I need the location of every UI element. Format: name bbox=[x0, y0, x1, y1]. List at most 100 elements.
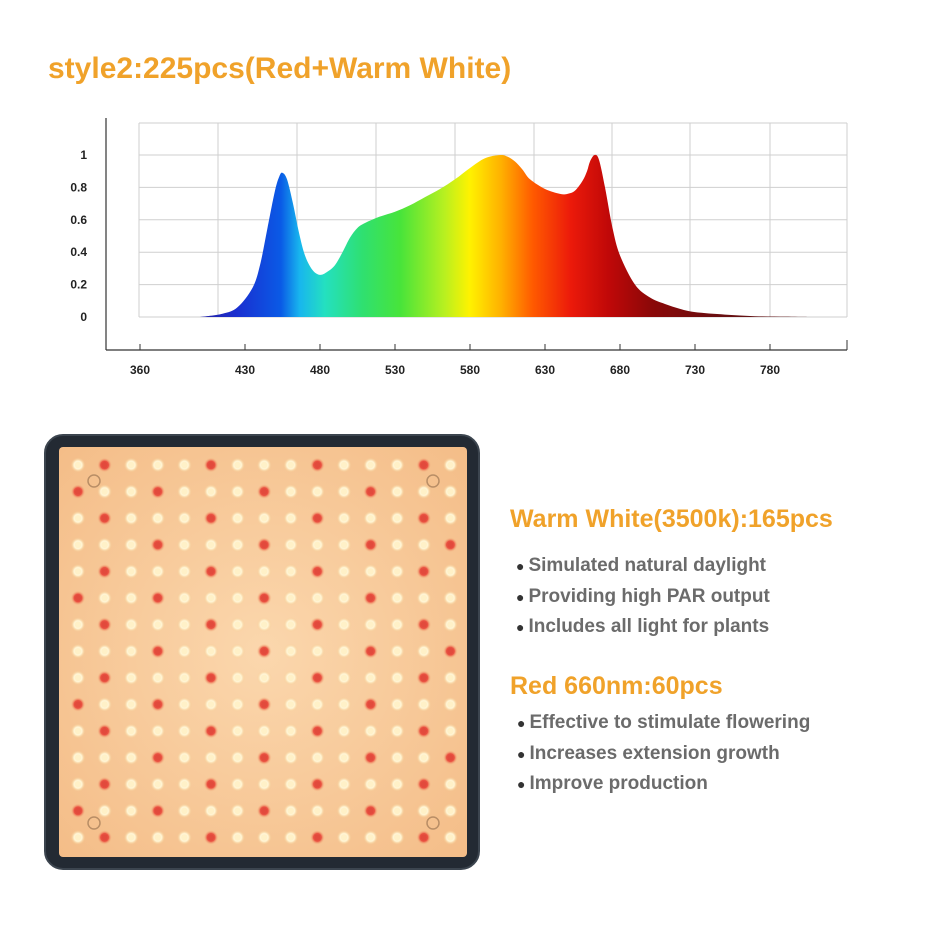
warm-white-led-core bbox=[181, 568, 188, 575]
warm-white-led-core bbox=[128, 674, 135, 681]
warm-white-led-core bbox=[394, 461, 401, 469]
list-item: ● Effective to stimulate flowering bbox=[517, 708, 810, 739]
warm-white-led-core bbox=[394, 674, 401, 681]
warm-white-led-core bbox=[261, 621, 268, 628]
warm-white-led-core bbox=[234, 674, 241, 681]
warm-white-led-core bbox=[207, 541, 215, 548]
red-led-core bbox=[367, 701, 374, 708]
warm-white-led-core bbox=[447, 781, 454, 788]
red-led-core bbox=[74, 488, 82, 495]
red-led-core bbox=[314, 674, 321, 681]
warm-white-led-core bbox=[154, 781, 161, 788]
warm-white-led-core bbox=[420, 541, 427, 548]
warm-white-led-core bbox=[287, 488, 294, 495]
y-tick-labels: 0 0.2 0.4 0.6 0.8 1 bbox=[70, 148, 87, 324]
warm-white-led-core bbox=[394, 488, 401, 495]
warm-white-led-core bbox=[340, 674, 348, 681]
warm-white-led-core bbox=[181, 461, 188, 469]
warm-white-led-core bbox=[234, 727, 241, 735]
warm-white-led-core bbox=[287, 568, 294, 575]
red-led-core bbox=[101, 461, 108, 469]
warm-white-led-core bbox=[181, 781, 188, 788]
warm-white-led-core bbox=[128, 461, 135, 469]
red-led-core bbox=[207, 727, 215, 735]
x-tick-label: 680 bbox=[610, 363, 630, 377]
red-led-core bbox=[367, 488, 374, 495]
red-led-core bbox=[261, 648, 268, 655]
warm-white-led-core bbox=[101, 701, 108, 708]
bullet-text: Improve production bbox=[529, 773, 708, 794]
warm-white-led-core bbox=[340, 541, 348, 548]
warm-white-led-core bbox=[128, 488, 135, 495]
warm-white-led-core bbox=[287, 754, 294, 761]
warm-white-led-core bbox=[394, 727, 401, 735]
warm-white-led-core bbox=[340, 488, 348, 495]
warm-white-led-core bbox=[154, 461, 161, 469]
warm-white-led-core bbox=[287, 807, 294, 814]
red-led-core bbox=[420, 515, 427, 522]
warm-white-led-core bbox=[261, 727, 268, 735]
warm-white-led-core bbox=[207, 701, 215, 708]
warm-white-led-core bbox=[394, 594, 401, 602]
screw-hole-icon bbox=[87, 816, 101, 830]
warm-white-led-core bbox=[420, 594, 427, 602]
x-tick-label: 780 bbox=[760, 363, 780, 377]
warm-white-led-core bbox=[234, 541, 241, 548]
warm-white-led-core bbox=[128, 568, 135, 575]
warm-white-led-core bbox=[314, 541, 321, 548]
warm-white-led-core bbox=[394, 541, 401, 548]
warm-white-led-core bbox=[181, 621, 188, 628]
warm-white-led-core bbox=[420, 754, 427, 761]
warm-white-led-core bbox=[207, 807, 215, 814]
warm-white-led-core bbox=[207, 488, 215, 495]
warm-white-led-core bbox=[181, 515, 188, 522]
warm-white-led-core bbox=[394, 781, 401, 788]
red-led-core bbox=[261, 807, 268, 814]
warm-white-led-core bbox=[181, 701, 188, 708]
warm-white-led-core bbox=[154, 834, 161, 841]
warm-white-led-core bbox=[420, 807, 427, 814]
red-led-core bbox=[314, 621, 321, 628]
warm-white-led-core bbox=[181, 754, 188, 761]
warm-white-led-core bbox=[101, 594, 108, 602]
warm-white-led-core bbox=[367, 568, 374, 575]
screw-hole-icon bbox=[426, 816, 440, 830]
led-panel-image bbox=[44, 434, 480, 875]
warm-white-heading: Warm White(3500k):165pcs bbox=[510, 505, 833, 533]
bullet-icon: ● bbox=[517, 745, 526, 762]
warm-white-led-core bbox=[234, 754, 241, 761]
warm-white-led-core bbox=[340, 701, 348, 708]
warm-white-led-core bbox=[287, 834, 294, 841]
red-led-core bbox=[261, 701, 268, 708]
red-led-core bbox=[367, 754, 374, 761]
warm-white-led-core bbox=[367, 727, 374, 735]
red-led-core bbox=[420, 781, 427, 788]
warm-white-led-core bbox=[181, 727, 188, 735]
red-led-core bbox=[420, 621, 427, 628]
warm-white-led-core bbox=[340, 594, 348, 602]
warm-white-led-core bbox=[128, 541, 135, 548]
spectrum-area bbox=[200, 154, 808, 317]
y-tick-label: 0.4 bbox=[70, 245, 87, 259]
warm-white-led-core bbox=[234, 461, 241, 469]
red-led-core bbox=[420, 568, 427, 575]
warm-white-led-core bbox=[394, 515, 401, 522]
warm-white-led-core bbox=[181, 648, 188, 655]
warm-white-led-core bbox=[314, 754, 321, 761]
red-led-core bbox=[314, 834, 321, 841]
red-led-core bbox=[367, 807, 374, 814]
red-led-core bbox=[154, 754, 161, 761]
warm-white-led-core bbox=[181, 594, 188, 602]
warm-white-led-core bbox=[234, 834, 241, 841]
red-led-core bbox=[261, 488, 268, 495]
x-tick-label: 360 bbox=[130, 363, 150, 377]
warm-white-led-core bbox=[261, 674, 268, 681]
warm-white-led-core bbox=[287, 674, 294, 681]
red-led-core bbox=[420, 674, 427, 681]
red-led-core bbox=[207, 515, 215, 522]
red-led-core bbox=[74, 807, 82, 814]
warm-white-led-core bbox=[340, 648, 348, 655]
warm-white-led-core bbox=[394, 807, 401, 814]
y-tick-label: 0.8 bbox=[70, 180, 87, 194]
red-led-core bbox=[420, 834, 427, 841]
